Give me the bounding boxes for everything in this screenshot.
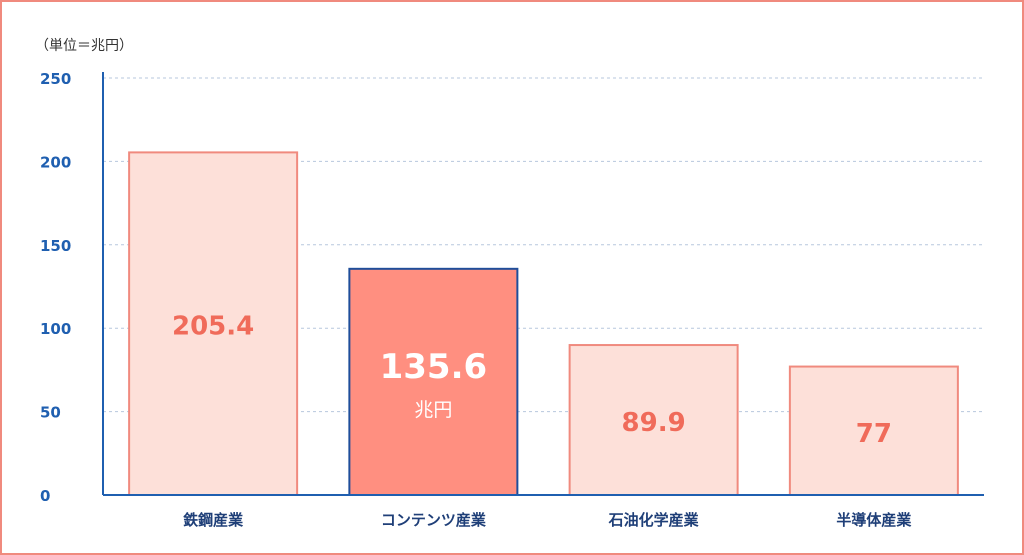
bars	[128, 151, 959, 497]
x-category-label: 石油化学産業	[608, 511, 700, 529]
axes	[102, 72, 984, 496]
y-tick-label: 150	[40, 237, 71, 255]
bar-value-label: 89.9	[622, 408, 686, 438]
bar	[128, 151, 299, 497]
y-tick-label: 250	[40, 70, 71, 88]
y-tick-label: 50	[40, 404, 61, 422]
y-tick-label: 0	[40, 487, 50, 505]
bar-value-label: 205.4	[172, 312, 254, 342]
x-category-label: 半導体産業	[836, 511, 912, 529]
x-category-label: コンテンツ産業	[381, 511, 487, 529]
bar	[568, 344, 739, 497]
y-tick-label: 100	[40, 320, 71, 338]
bar-unit-label: 兆円	[414, 399, 452, 421]
unit-label: （単位＝兆円）	[35, 38, 133, 54]
x-category-label: 鉄鋼産業	[183, 511, 244, 529]
bar-value-label: 135.6	[380, 347, 488, 387]
y-tick-label: 200	[40, 153, 71, 171]
bar	[788, 365, 959, 496]
bar-value-label: 77	[856, 419, 892, 449]
